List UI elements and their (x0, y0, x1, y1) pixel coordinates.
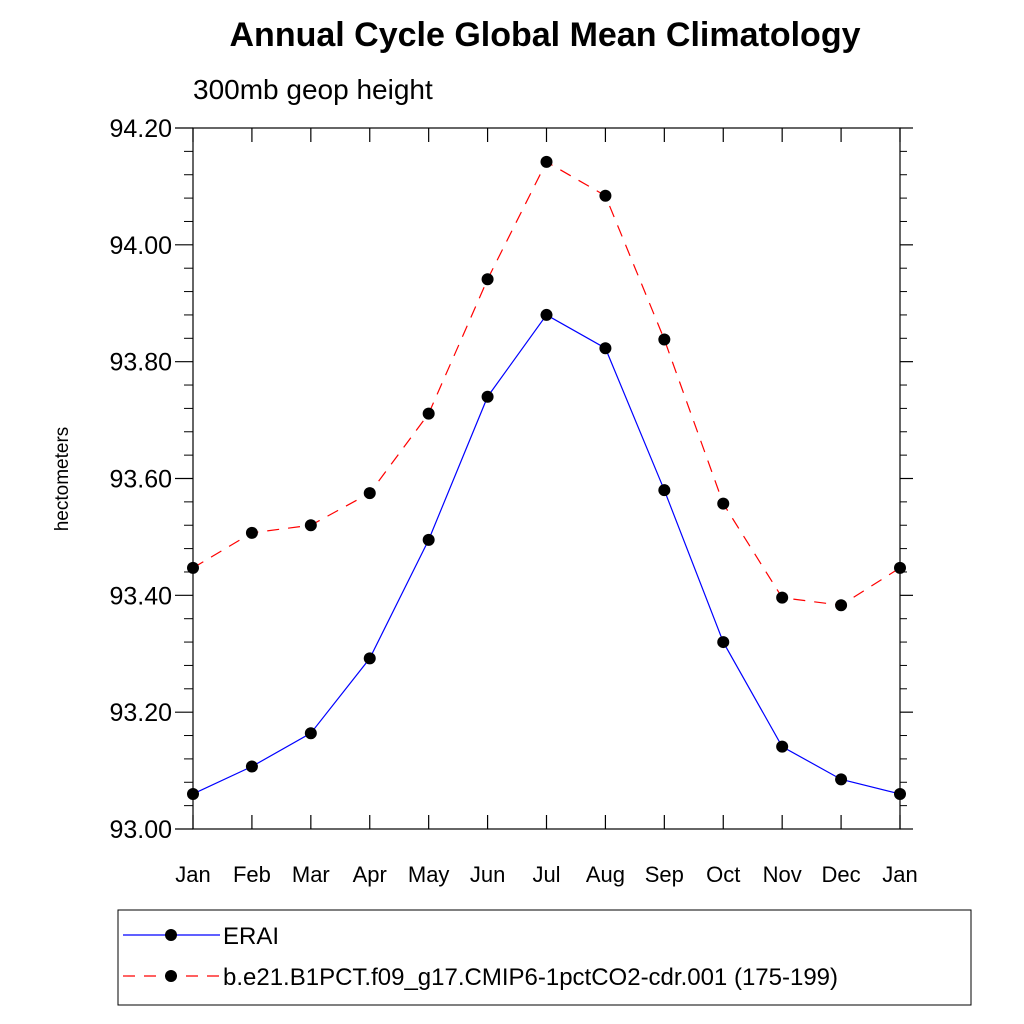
data-point-1-10 (776, 591, 789, 604)
x-tick-label: Oct (706, 862, 740, 887)
x-tick-label: Jun (470, 862, 505, 887)
data-point-1-7 (599, 189, 612, 202)
data-point-0-3 (363, 652, 376, 665)
data-point-1-5 (481, 273, 494, 286)
data-point-0-2 (304, 727, 317, 740)
data-point-0-8 (658, 484, 671, 497)
axes: 93.00 93.20 93.40 93.60 93.80 94.00 94.20 Jan Fe… (109, 115, 917, 887)
data-point-0-10 (776, 740, 789, 753)
data-point-0-6 (540, 308, 553, 321)
x-tick-label: Jul (532, 862, 560, 887)
data-point-1-11 (835, 599, 848, 612)
data-point-1-4 (422, 407, 435, 420)
y-tick-label: 93.00 (109, 816, 172, 844)
data-point-1-6 (540, 155, 553, 168)
legend-label-erai: ERAI (223, 923, 279, 950)
data-point-0-1 (245, 760, 258, 773)
data-point-0-11 (835, 773, 848, 786)
data-point-1-2 (304, 519, 317, 532)
x-tick-label: Jan (175, 862, 210, 887)
y-tick-label: 93.20 (109, 699, 172, 727)
x-tick-label: Sep (645, 862, 684, 887)
data-point-1-9 (717, 497, 730, 510)
legend: ERAI b.e21.B1PCT.f09_g17.CMIP6-1pctCO2-c… (117, 909, 972, 1006)
data-point-0-4 (422, 533, 435, 546)
data-point-1-12 (894, 561, 906, 574)
legend-box (117, 909, 972, 1006)
data-point-1-1 (245, 526, 258, 539)
y-axis-label: hectometers (52, 427, 73, 532)
legend-label-model: b.e21.B1PCT.f09_g17.CMIP6-1pctCO2-cdr.00… (223, 964, 838, 991)
data-point-1-3 (363, 487, 376, 500)
x-tick-label: Apr (353, 862, 387, 887)
x-tick-label: Dec (822, 862, 861, 887)
y-tick-label: 93.80 (109, 349, 172, 377)
y-tick-label: 93.40 (109, 582, 172, 610)
data-point-0-7 (599, 342, 612, 355)
x-tick-label: Feb (233, 862, 271, 887)
plot-frame (192, 127, 901, 830)
y-tick-label: 93.60 (109, 466, 172, 494)
series-line-0 (192, 314, 901, 795)
x-tick-label: May (408, 862, 450, 887)
legend-marker-model (165, 970, 177, 982)
data-point-0-5 (481, 390, 494, 403)
chart-subtitle: 300mb geop height (193, 74, 433, 105)
x-tick-label: Mar (292, 862, 330, 887)
data-point-0-0 (187, 787, 199, 800)
data-point-1-8 (658, 333, 671, 346)
data-point-1-0 (187, 561, 199, 574)
data-point-0-9 (717, 636, 730, 649)
y-tick-label: 94.00 (109, 232, 172, 260)
series-line-1 (192, 161, 901, 606)
series-layer (187, 155, 906, 800)
x-tick-label: Jan (882, 862, 917, 887)
legend-marker-erai (165, 929, 177, 941)
chart-title: Annual Cycle Global Mean Climatology (230, 16, 861, 54)
x-tick-label: Nov (763, 862, 802, 887)
data-point-0-12 (894, 787, 906, 800)
x-tick-label: Aug (586, 862, 625, 887)
y-tick-label: 94.20 (109, 115, 172, 143)
